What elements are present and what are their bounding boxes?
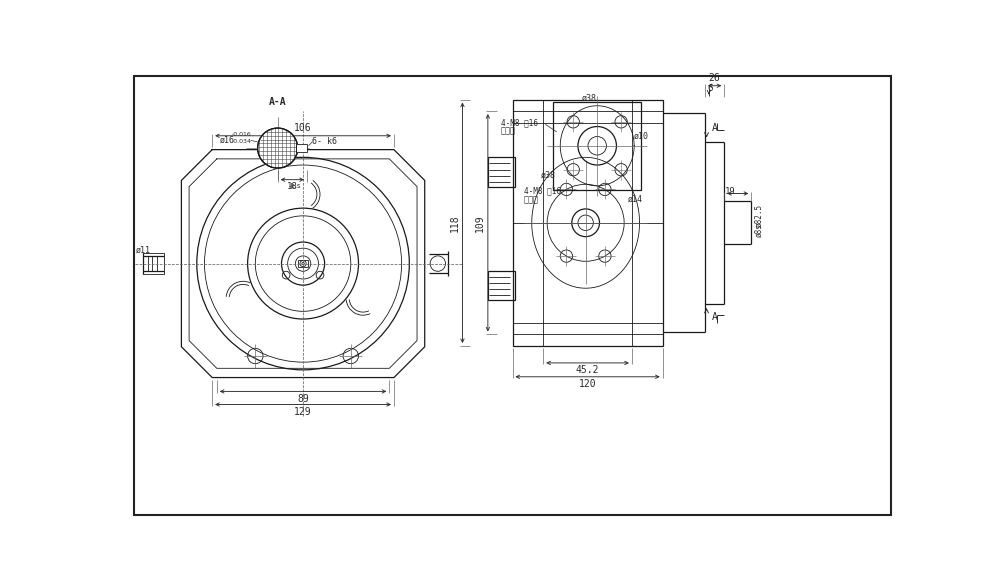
Text: 4-M8 深16: 4-M8 深16: [524, 186, 561, 195]
Text: ø38: ø38: [582, 94, 597, 103]
Bar: [143, 253, 164, 274]
Text: 进油口: 进油口: [524, 195, 539, 204]
Text: ø8s: ø8s: [754, 223, 763, 237]
Text: 6- k6: 6- k6: [312, 138, 337, 146]
Text: 45.2: 45.2: [576, 365, 599, 375]
Text: ø11: ø11: [135, 246, 150, 254]
Text: 120: 120: [579, 379, 596, 389]
Bar: [296, 144, 307, 152]
Text: ø14: ø14: [628, 195, 643, 204]
Text: A-A: A-A: [269, 97, 286, 107]
Bar: [298, 260, 308, 267]
Text: ø82.5: ø82.5: [754, 203, 763, 227]
Bar: [488, 157, 515, 186]
Text: -0.016: -0.016: [232, 132, 251, 137]
Text: A: A: [712, 123, 718, 133]
Text: 118: 118: [449, 214, 459, 231]
Text: ø16: ø16: [220, 136, 235, 145]
Bar: [488, 271, 515, 300]
Text: 4-M8 深16: 4-M8 深16: [501, 118, 538, 127]
Text: 89: 89: [297, 394, 309, 404]
Text: 18: 18: [287, 182, 298, 191]
Text: 6: 6: [707, 84, 713, 93]
Text: A: A: [712, 312, 718, 322]
Text: ø38: ø38: [541, 171, 556, 179]
Text: -k.s: -k.s: [288, 183, 301, 189]
Bar: [553, 101, 641, 190]
Text: 106: 106: [294, 124, 312, 134]
Bar: [512, 100, 663, 346]
Text: 19: 19: [725, 187, 736, 196]
Text: 26: 26: [709, 73, 720, 83]
Circle shape: [258, 128, 298, 168]
Text: 出油口: 出油口: [501, 126, 516, 135]
Text: 129: 129: [294, 407, 312, 417]
Text: ø10: ø10: [634, 132, 649, 141]
Text: 109: 109: [475, 214, 485, 231]
Text: -0.034: -0.034: [231, 139, 251, 144]
